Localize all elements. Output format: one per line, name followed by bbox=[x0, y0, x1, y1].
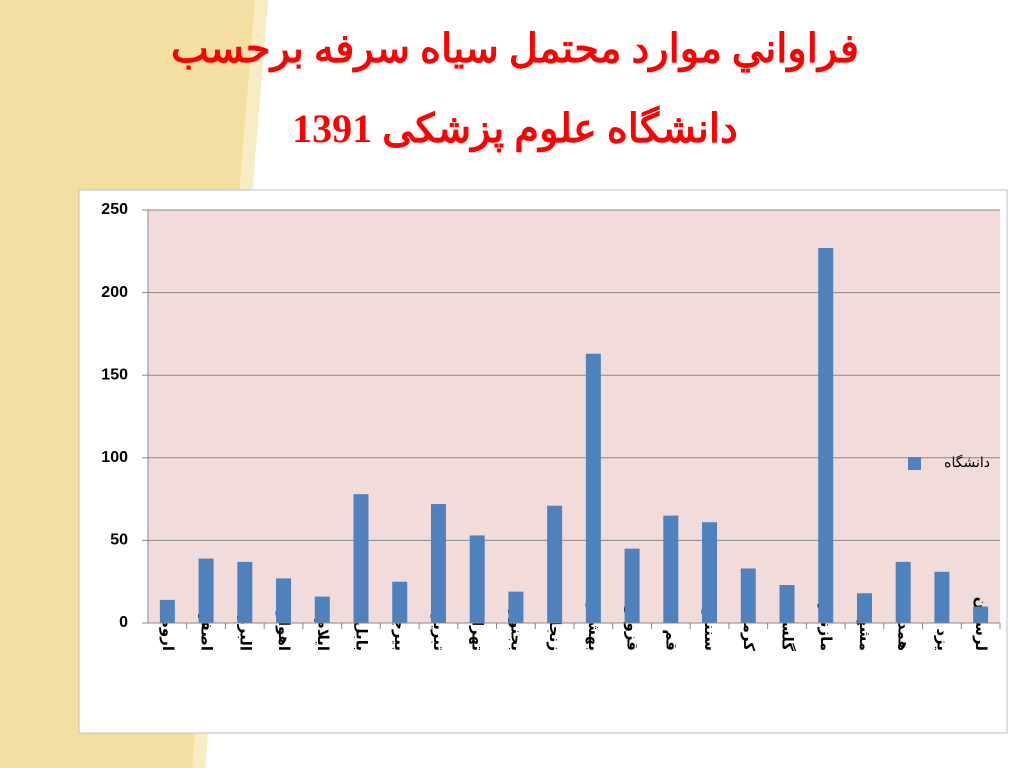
bar bbox=[430, 504, 446, 623]
x-tick-label: قم bbox=[662, 629, 680, 651]
y-tick-label: 150 bbox=[101, 366, 128, 383]
legend-label: دانشگاه bbox=[944, 454, 990, 471]
bar bbox=[237, 561, 253, 623]
bar bbox=[469, 535, 485, 623]
bar bbox=[624, 548, 640, 623]
bar bbox=[934, 571, 950, 623]
bar bbox=[895, 561, 911, 623]
y-tick-label: 200 bbox=[101, 284, 128, 301]
bar bbox=[973, 606, 989, 623]
bar bbox=[508, 591, 524, 623]
y-tick-label: 100 bbox=[101, 449, 128, 466]
bar bbox=[818, 247, 834, 623]
legend-swatch bbox=[908, 457, 921, 470]
bar bbox=[276, 578, 292, 623]
bar bbox=[779, 585, 795, 623]
bar bbox=[740, 568, 756, 623]
x-tick-label: البرز bbox=[236, 615, 254, 651]
chart-title: فراواني موارد محتمل سیاه سرفه برحسب bbox=[171, 26, 859, 73]
x-tick-label: یزد bbox=[933, 628, 951, 651]
bar bbox=[353, 494, 369, 623]
bar bbox=[314, 596, 330, 623]
y-tick-label: 0 bbox=[119, 614, 128, 631]
plot-area bbox=[148, 210, 1000, 623]
x-tick-label: ایلام bbox=[314, 618, 332, 651]
bar bbox=[585, 353, 601, 623]
x-tick-label: لرستان bbox=[972, 597, 990, 651]
y-tick-label: 50 bbox=[110, 532, 128, 549]
x-tick-label: بابل bbox=[353, 621, 371, 651]
bar bbox=[198, 558, 214, 623]
bar bbox=[702, 522, 718, 623]
bar bbox=[392, 581, 408, 623]
bar bbox=[663, 515, 679, 623]
bar bbox=[547, 505, 563, 623]
bar bbox=[159, 599, 175, 623]
chart-title: دانشگاه علوم پزشکی 1391 bbox=[292, 105, 738, 153]
bar bbox=[856, 593, 872, 623]
y-tick-label: 250 bbox=[101, 201, 128, 218]
